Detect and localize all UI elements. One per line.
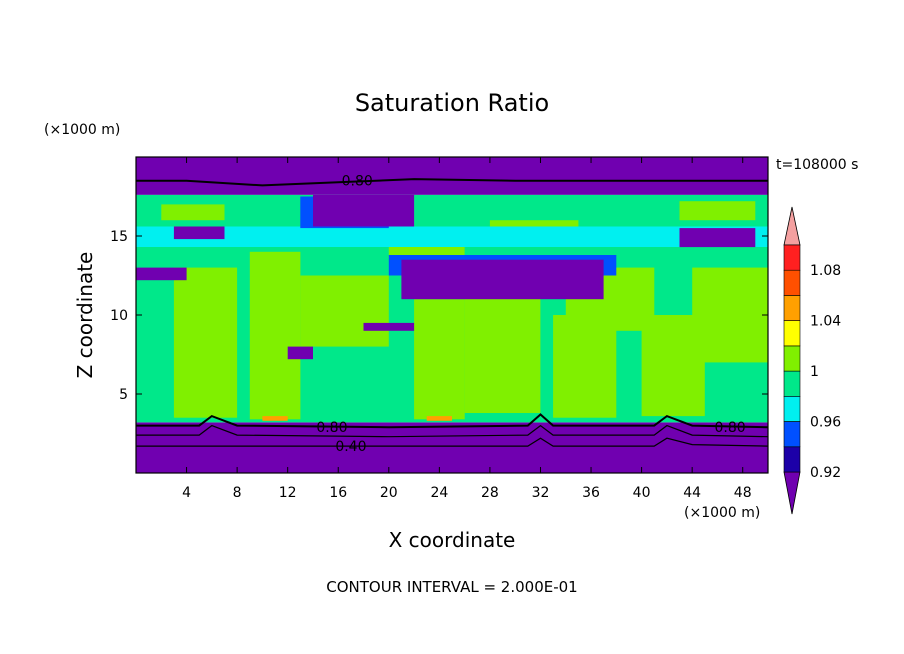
- x-tick-label: 44: [683, 485, 701, 501]
- contour-line: [136, 413, 768, 429]
- x-tick-label: 32: [532, 485, 550, 501]
- fill-region: [401, 259, 604, 300]
- contour-interval-label: CONTOUR INTERVAL = 2.000E-01: [326, 578, 577, 596]
- colorbar-swatch: [783, 395, 801, 422]
- colorbar-swatch: [783, 320, 801, 347]
- contour-labels: 0.80 0.80 0.40 0.80: [316, 174, 745, 455]
- fill-region: [249, 251, 301, 420]
- colorbar-swatch: [783, 345, 801, 372]
- fill-region: [136, 226, 768, 247]
- contour-line: [136, 424, 768, 438]
- x-tick-label: 48: [734, 485, 752, 501]
- fill-region: [136, 422, 768, 473]
- contour-label: 0.80: [715, 420, 746, 436]
- x-unit-label: (×1000 m): [684, 505, 760, 521]
- fill-region: [679, 201, 756, 221]
- contour-lines: [136, 178, 768, 447]
- colorbar-high-arrow: [783, 206, 801, 246]
- fill-region: [173, 226, 225, 240]
- x-axis-ticks: 4 8 12 16 20 24 28 32 36 40 44 48: [182, 157, 752, 501]
- fill-region: [262, 416, 288, 421]
- fill-region: [173, 267, 238, 418]
- fill-region: [553, 315, 617, 418]
- x-tick-label: 24: [430, 485, 448, 501]
- x-tick-label: 4: [182, 485, 191, 501]
- x-tick-label: 16: [329, 485, 347, 501]
- x-tick-label: 28: [481, 485, 499, 501]
- colorbar-swatch: [783, 295, 801, 321]
- x-tick-label: 36: [582, 485, 600, 501]
- fill-region: [414, 299, 465, 420]
- fill-region: [679, 228, 756, 248]
- y-tick-label: 5: [119, 387, 128, 403]
- colorbar-tick-label: 0.92: [810, 465, 841, 481]
- contour-label: 0.80: [316, 420, 347, 436]
- colorbar-tick-label: 1.04: [810, 314, 841, 330]
- fill-region: [300, 275, 389, 347]
- contour-line: [136, 178, 768, 187]
- x-tick-label: 8: [233, 485, 242, 501]
- y-axis-ticks: 5 10 15: [110, 229, 768, 403]
- fill-region: [136, 157, 768, 195]
- colorbar-tick-label: 0.96: [810, 415, 841, 431]
- contour-line: [136, 437, 768, 447]
- fill-region: [426, 416, 452, 421]
- plot-area: 0.80 0.80 0.40 0.80: [136, 157, 768, 473]
- z-unit-label: (×1000 m): [44, 122, 120, 138]
- y-tick-label: 15: [110, 229, 128, 245]
- colorbar-tick-label: 1.08: [810, 263, 841, 279]
- colorbar-low-arrow: [783, 471, 801, 515]
- colorbar-swatch: [783, 244, 801, 271]
- fill-region: [313, 194, 415, 227]
- contour-label: 0.80: [342, 174, 373, 190]
- fill-region: [363, 322, 415, 331]
- time-label: t=108000 s: [776, 157, 858, 173]
- x-axis-title: X coordinate: [389, 528, 516, 552]
- fill-region: [287, 346, 313, 360]
- colorbar-swatch: [783, 370, 801, 397]
- x-tick-label: 12: [279, 485, 297, 501]
- fill-region: [161, 204, 225, 221]
- fill-regions: [136, 157, 768, 473]
- x-tick-label: 20: [380, 485, 398, 501]
- chart-title: Saturation Ratio: [355, 89, 549, 117]
- x-tick-label: 40: [633, 485, 651, 501]
- colorbar-swatch: [783, 421, 801, 448]
- colorbar-swatch: [783, 446, 801, 473]
- colorbar-tick-label: 1: [810, 364, 819, 380]
- colorbar: 0.92 0.96 1 1.04 1.08: [783, 206, 841, 515]
- colorbar-swatch: [783, 269, 801, 296]
- contour-label: 0.40: [335, 439, 366, 455]
- fill-region: [136, 267, 187, 281]
- fill-region: [692, 267, 768, 363]
- y-tick-label: 10: [110, 308, 128, 324]
- y-axis-title: Z coordinate: [73, 252, 97, 379]
